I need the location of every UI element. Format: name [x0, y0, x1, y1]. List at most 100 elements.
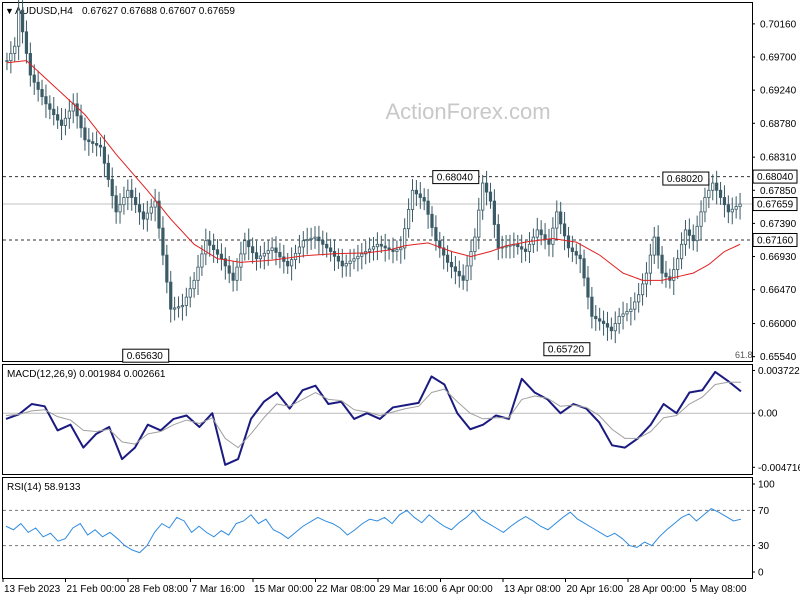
price-tag-box [752, 197, 798, 212]
candle-body [711, 182, 715, 191]
candle-body [664, 272, 668, 278]
candle-body [535, 229, 539, 238]
candle-body [290, 259, 294, 267]
candle-body [153, 200, 157, 208]
candle-body [375, 243, 379, 248]
macd-title: MACD(12,26,9) 0.001984 0.002661 [7, 369, 166, 380]
callout-box [543, 342, 591, 357]
candle-body [676, 258, 680, 270]
callout-label: 0.68040 [437, 173, 474, 184]
candle-body [640, 283, 645, 296]
candle-body [247, 240, 251, 248]
candle-body [87, 139, 91, 143]
callout-label: 0.68020 [667, 174, 704, 185]
candle-body [687, 229, 691, 236]
level-tag-box [752, 232, 798, 247]
candle-body [422, 197, 426, 202]
candle-body [262, 252, 266, 257]
candle-body [48, 103, 52, 110]
candle-body [231, 272, 235, 281]
candle-body [726, 204, 730, 213]
candle-body [344, 263, 348, 267]
candle-body [383, 245, 387, 249]
candle-body [543, 234, 547, 240]
candle-body [399, 247, 403, 251]
candle-body [192, 279, 196, 290]
candle-body [695, 225, 699, 242]
candle-body [79, 115, 83, 129]
candle-body [102, 146, 107, 164]
level-tag: 0.68040 [757, 172, 794, 183]
y-tick-label: 0.66000 [760, 319, 797, 330]
level-tag: 0.67160 [757, 235, 794, 246]
candle-body [13, 45, 17, 54]
fib-label: 61.8 [735, 350, 753, 360]
candle-body [317, 236, 321, 242]
x-tick-label: 21 Feb 00:00 [67, 584, 126, 595]
candle-body [492, 200, 496, 225]
candle-body [734, 206, 738, 210]
macd-y-tick-label: 0.003722 [758, 366, 800, 377]
candle-body [539, 229, 543, 236]
candle-body [617, 315, 621, 324]
candle-body [683, 229, 688, 245]
candle-body [672, 269, 676, 281]
candle-body [555, 211, 559, 229]
candle-body [98, 144, 103, 148]
candle-body [251, 246, 255, 254]
candle-body [32, 74, 36, 83]
candle-body [243, 240, 247, 255]
candle-body [180, 305, 185, 308]
candle-body [722, 197, 727, 206]
candle-body [75, 103, 79, 117]
rsi-y-tick-label: 30 [758, 541, 770, 552]
candle-body [270, 247, 274, 252]
watermark: ActionForex.com [385, 99, 550, 124]
candle-body [644, 272, 649, 285]
x-tick-label: 20 Apr 16:00 [567, 584, 624, 595]
candle-body [188, 288, 192, 298]
candle-body [488, 191, 493, 202]
candle-body [703, 197, 707, 213]
macd-line [5, 370, 742, 466]
candle-body [527, 243, 532, 252]
candle-body [371, 246, 376, 250]
moving-average [6, 60, 741, 281]
candle-body [395, 249, 399, 252]
candle-body [134, 197, 138, 206]
candle-body [200, 253, 204, 268]
candle-body [44, 96, 48, 105]
candle-body [570, 247, 574, 252]
price-tag: 0.67659 [757, 200, 794, 211]
candle-body [559, 211, 563, 225]
rsi-panel-frame [2, 477, 753, 579]
candle-body [149, 206, 153, 214]
candle-body [403, 228, 407, 249]
candle-body [305, 239, 309, 242]
candle-body [145, 212, 149, 220]
candle-body [730, 208, 734, 213]
y-tick-label: 0.68310 [760, 153, 797, 164]
x-tick-label: 13 Apr 08:00 [504, 584, 561, 595]
candle-body [379, 243, 383, 247]
candle-body [523, 248, 528, 252]
candle-body [516, 243, 520, 248]
candle-body [594, 315, 598, 320]
candle-body [348, 260, 352, 264]
candle-body [254, 252, 259, 260]
rsi-line [5, 508, 742, 554]
candle-body [91, 141, 95, 144]
chart-corner-arrow[interactable]: ▼ [5, 6, 14, 16]
candle-body [691, 234, 695, 242]
candle-body [122, 197, 126, 206]
callout-box [662, 171, 710, 186]
price-y-axis: 0.70160 0.69700 0.69240 0.68780 0.68310 0.678… [752, 19, 798, 363]
candle-body [566, 235, 571, 249]
candle-body [469, 251, 473, 267]
candle-body [17, 9, 21, 47]
candle-body [613, 323, 617, 332]
candle-body [67, 110, 71, 119]
y-tick-label: 0.70160 [760, 19, 797, 30]
